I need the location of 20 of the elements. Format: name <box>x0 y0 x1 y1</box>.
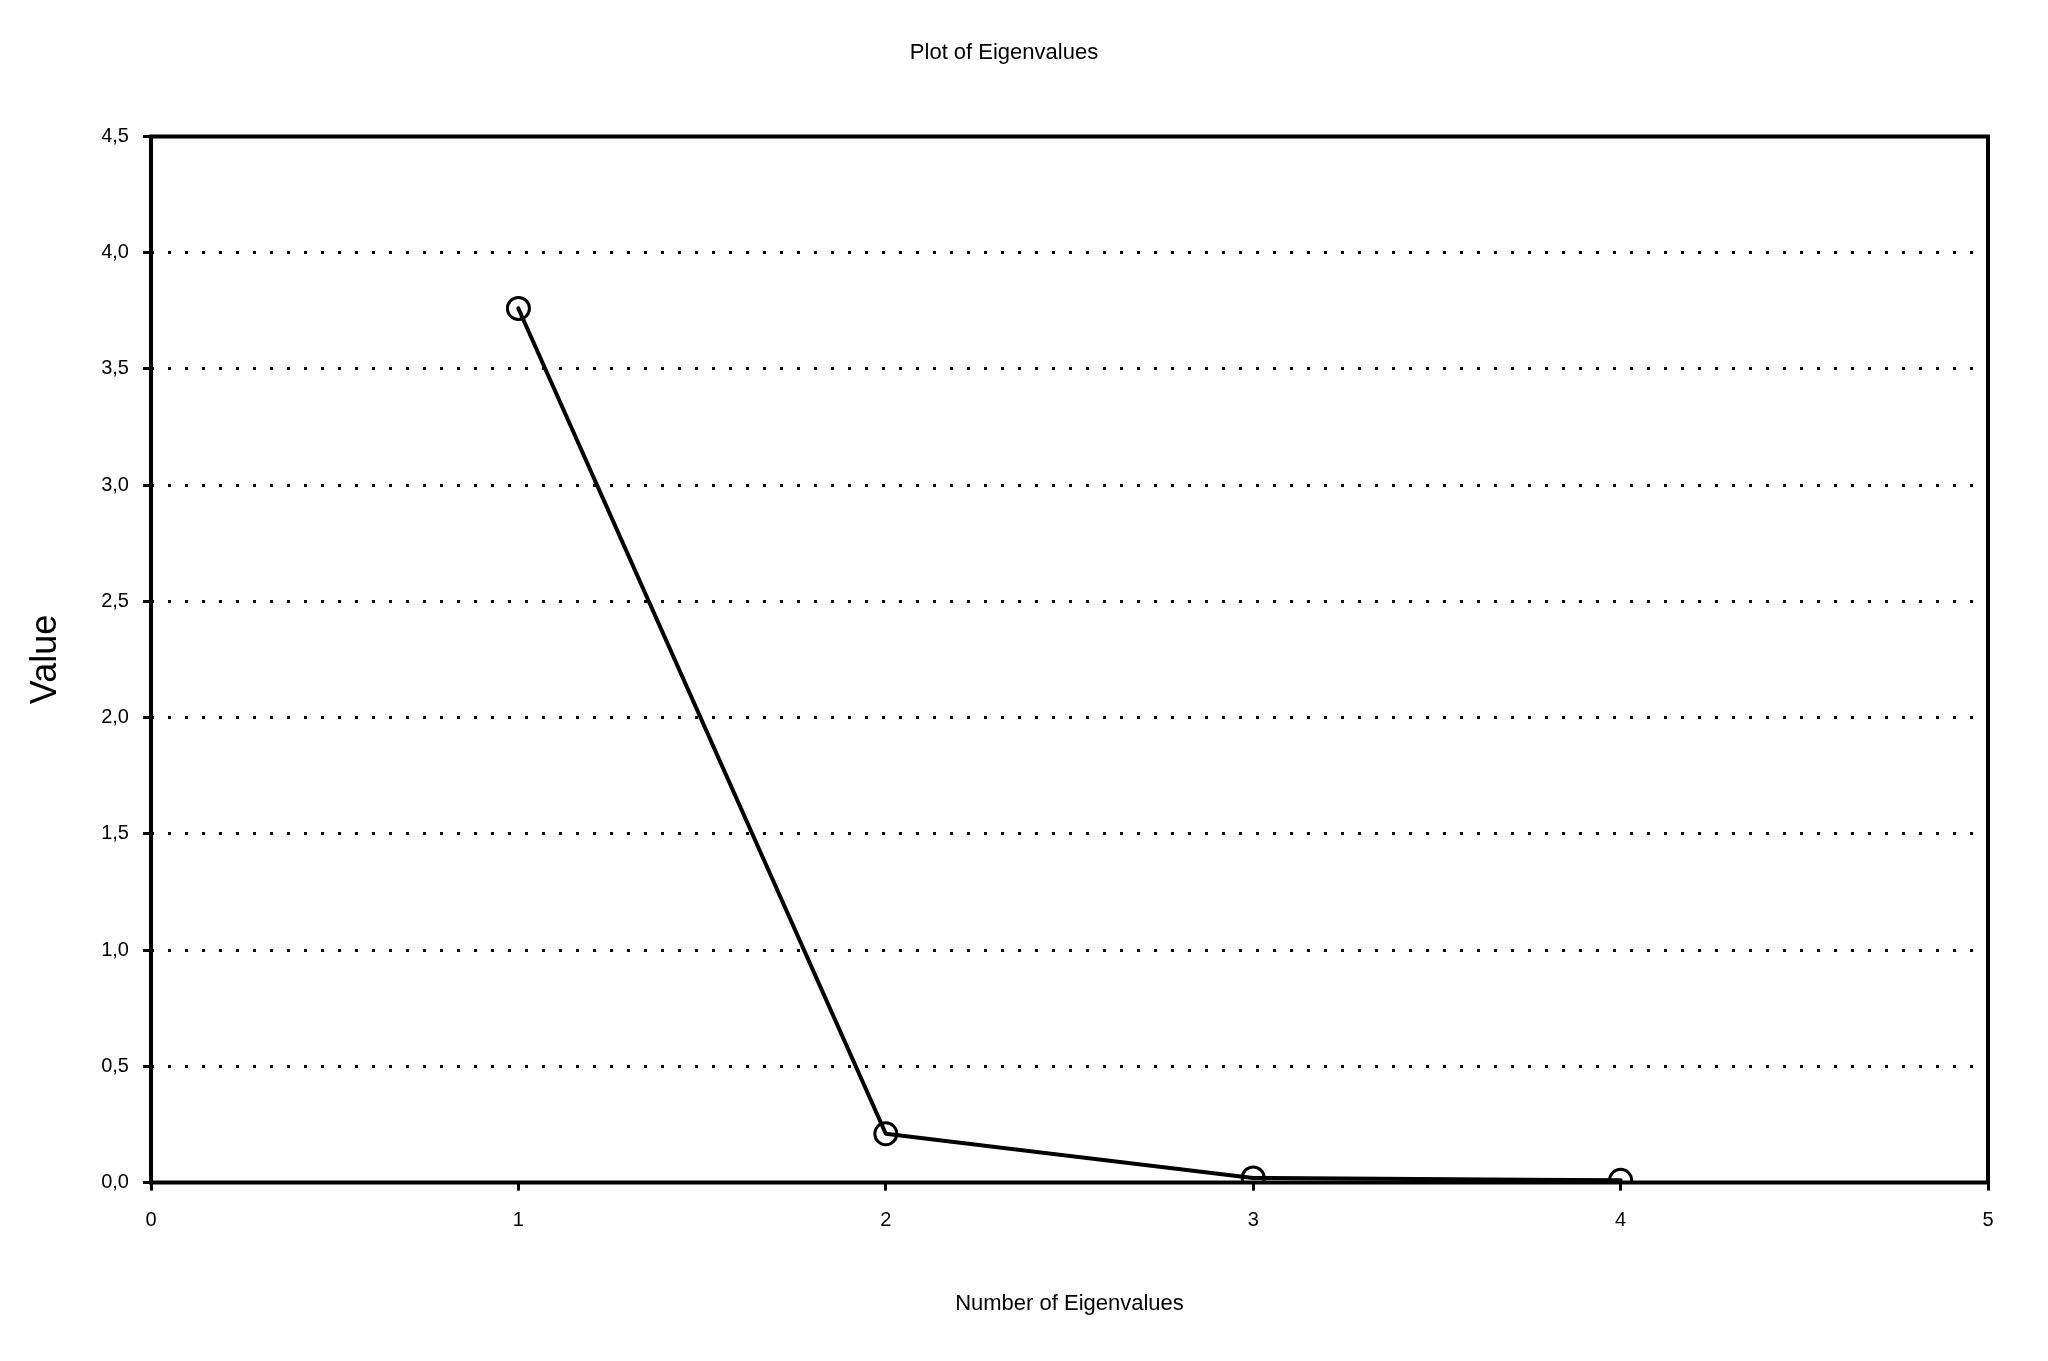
y-tick-label: 3,0 <box>101 472 129 495</box>
y-tick-label: 4,5 <box>101 123 129 146</box>
y-tick-label: 1,0 <box>101 937 129 960</box>
point <box>505 295 531 321</box>
x-tick-label: 5 <box>1982 1208 1994 1231</box>
y-tick-label: 0,0 <box>101 1170 129 1193</box>
y-tick-label: 1,5 <box>101 821 129 844</box>
y-tick-label: 4,0 <box>101 240 129 263</box>
y-tick-label: 2,5 <box>101 588 129 611</box>
y-axis-title: Value <box>22 614 64 705</box>
x-axis-title: Number of Eigenvalues <box>955 1289 1184 1315</box>
x-tick-label: 2 <box>880 1208 892 1231</box>
y-tick-label: 0,5 <box>101 1053 129 1076</box>
x-tick-label: 3 <box>1247 1208 1259 1231</box>
x-tick-label: 0 <box>145 1208 157 1231</box>
x-tick-label: 1 <box>512 1208 524 1231</box>
x-tick-label: 4 <box>1615 1208 1627 1231</box>
chart-title: Plot of Eigenvalues <box>909 39 1099 65</box>
y-tick-label: 3,5 <box>101 356 129 379</box>
y-tick-label: 2,0 <box>101 705 129 728</box>
